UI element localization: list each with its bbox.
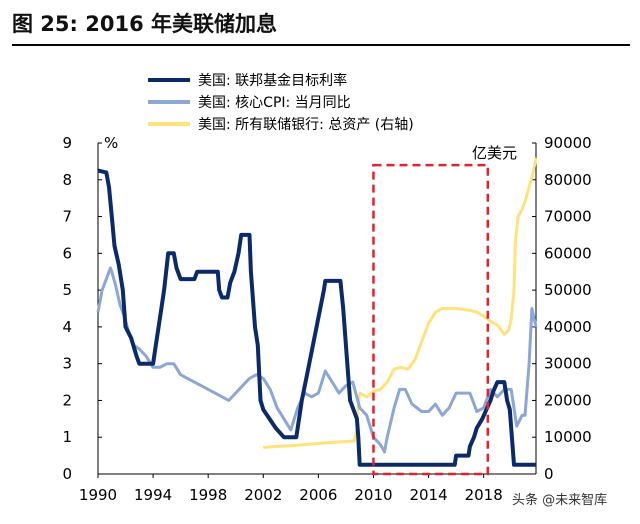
x-tick-label: 2010 [354,486,392,504]
left-tick-label: 7 [62,208,72,226]
right-tick-label: 0 [544,465,554,483]
left-tick-label: 1 [62,428,72,446]
title-rule [12,44,630,46]
left-axis-unit: % [104,134,118,152]
x-tick-label: 2006 [299,486,337,504]
legend-label-1: 美国: 核心CPI: 当月同比 [198,95,351,111]
x-tick-label: 1998 [189,486,227,504]
series-line-0 [97,168,536,467]
left-tick-label: 3 [62,355,72,373]
plot-area [96,157,538,476]
right-tick-label: 60000 [544,244,592,262]
legend-label-0: 美国: 联邦基金目标利率 [198,72,347,89]
right-tick-label: 80000 [544,171,592,189]
figure-title: 图 25: 2016 年美联储加息 [12,12,278,36]
left-tick-label: 8 [62,171,72,189]
right-tick-label: 50000 [544,281,592,299]
right-axis-unit: 亿美元 [472,144,517,162]
left-tick-label: 2 [62,391,72,409]
right-tick-label: 70000 [544,208,592,226]
right-tick-label: 30000 [544,355,592,373]
left-tick-label: 6 [62,244,72,262]
x-tick-label: 2002 [244,486,282,504]
left-tick-label: 4 [62,318,72,336]
legend-label-2: 美国: 所有联储银行: 总资产 (右轴) [198,117,414,133]
right-tick-label: 40000 [544,318,592,336]
x-tick-label: 1990 [79,486,117,504]
axes: 0 1 2 3 4 5 6 7 8 9 0 10000 20000 30000 40000 50000 6000… [62,134,591,504]
series-line-2 [263,157,538,449]
right-tick-label: 10000 [544,428,592,446]
left-tick-label: 0 [62,465,72,483]
x-tick-label: 2018 [465,486,503,504]
left-tick-label: 5 [62,281,72,299]
highlight-box [372,163,490,476]
watermark: 头条 @未来智库 [512,492,607,508]
right-tick-label: 90000 [544,134,592,152]
x-tick-label: 2014 [409,486,447,504]
x-tick-label: 1994 [134,486,172,504]
left-tick-label: 9 [62,134,72,152]
right-tick-label: 20000 [544,391,592,409]
